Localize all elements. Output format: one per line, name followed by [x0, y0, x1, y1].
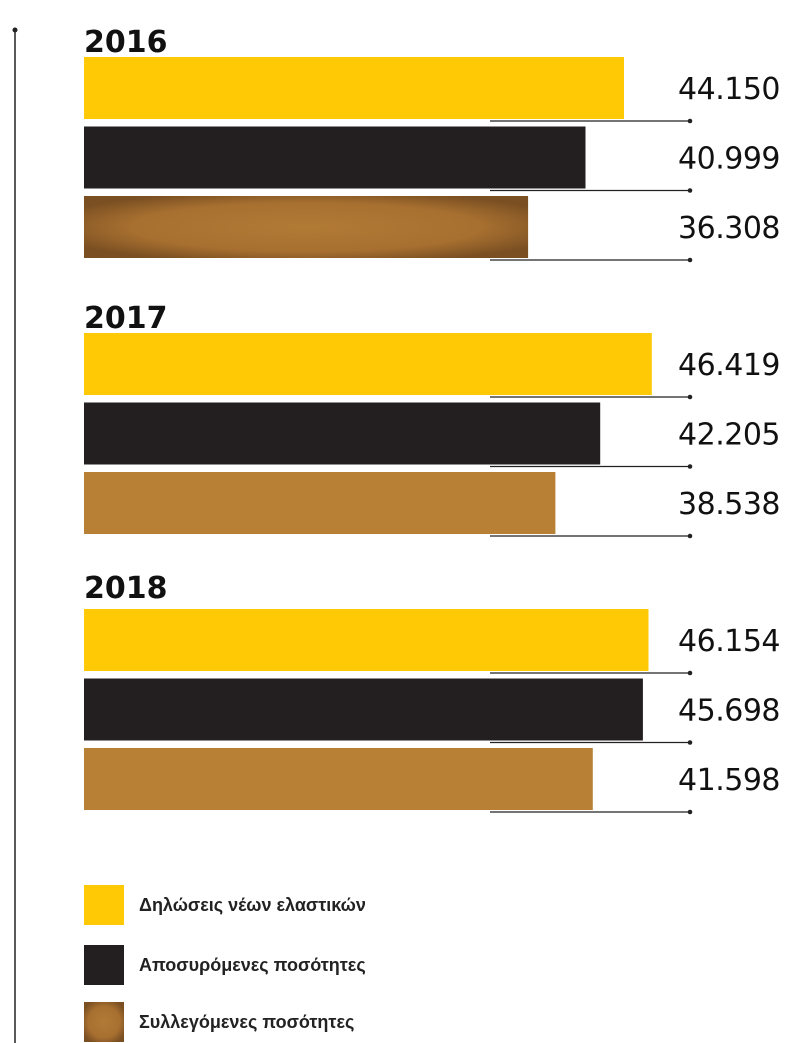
value-label: 46.419	[678, 348, 780, 383]
value-leader-dot	[687, 740, 693, 745]
value-label: 36.308	[678, 211, 780, 246]
legend-item-withdrawn-quantities: Αποσυρόμενες ποσότητες	[84, 945, 366, 985]
bar-group-2017: 2017 46.419 42.205 38.538	[84, 301, 781, 539]
bar-collected-quantities-2017	[84, 472, 556, 534]
legend-item-collected-quantities: Συλλεγόμενες ποσότητες	[84, 1002, 354, 1042]
legend-label: Συλλεγόμενες ποσότητες	[139, 1012, 354, 1032]
value-label: 38.538	[678, 487, 780, 522]
legend-item-new-tire-declarations: Δηλώσεις νέων ελαστικών	[84, 885, 366, 925]
legend-label: Δηλώσεις νέων ελαστικών	[139, 895, 366, 915]
bar-new-tire-declarations-2018	[84, 609, 649, 671]
legend-swatch	[84, 945, 124, 985]
legend-label: Αποσυρόμενες ποσότητες	[139, 955, 366, 975]
value-label: 42.205	[678, 418, 780, 453]
bar-group-2016: 2016 44.150 40.999 36.308	[84, 25, 781, 263]
value-label: 45.698	[678, 694, 780, 729]
legend: Δηλώσεις νέων ελαστικών Αποσυρόμενες ποσό…	[84, 885, 366, 1042]
bar-new-tire-declarations-2017	[84, 333, 652, 395]
value-leader-dot	[687, 257, 693, 263]
year-label: 2016	[84, 25, 168, 60]
bar-group-2018: 2018 46.154 45.698 41.598	[84, 571, 781, 815]
bar-collected-quantities-2018	[84, 748, 593, 810]
legend-swatch	[84, 885, 124, 925]
value-leader-dot	[687, 670, 693, 676]
value-label: 41.598	[678, 763, 780, 798]
value-label: 40.999	[678, 142, 780, 177]
bar-withdrawn-quantities-2016	[84, 126, 586, 189]
bar-groups: 2016 44.150 40.999 36.308 2017 46.419 42.205 38…	[84, 25, 781, 815]
bar-new-tire-declarations-2016	[84, 57, 624, 119]
value-label: 46.154	[678, 624, 780, 659]
year-label: 2018	[84, 571, 168, 606]
value-label: 44.150	[678, 72, 780, 107]
legend-swatch	[84, 1002, 124, 1042]
bar-withdrawn-quantities-2017	[84, 402, 601, 465]
value-leader-dot	[687, 533, 693, 539]
year-label: 2017	[84, 301, 168, 336]
value-leader-dot	[687, 188, 693, 193]
value-leader-dot	[687, 118, 693, 124]
bar-withdrawn-quantities-2018	[84, 678, 643, 741]
value-leader-dot	[687, 464, 693, 469]
bar-collected-quantities-2016	[84, 196, 529, 258]
value-leader-dot	[687, 809, 693, 815]
left-axis-dot	[12, 27, 18, 33]
value-leader-dot	[687, 394, 693, 400]
